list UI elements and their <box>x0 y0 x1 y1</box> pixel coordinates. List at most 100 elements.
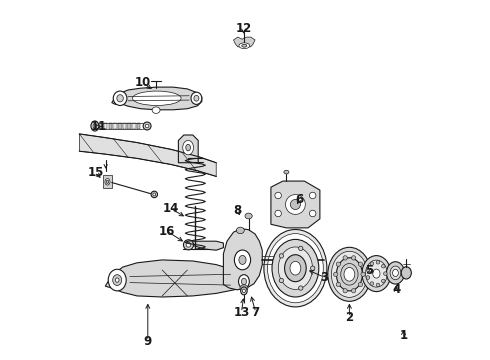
Ellipse shape <box>183 240 194 250</box>
Ellipse shape <box>370 262 374 265</box>
Ellipse shape <box>242 278 246 285</box>
Ellipse shape <box>275 192 281 199</box>
Ellipse shape <box>392 269 398 276</box>
Ellipse shape <box>93 123 97 129</box>
Polygon shape <box>118 123 122 129</box>
Ellipse shape <box>310 192 316 199</box>
Ellipse shape <box>279 278 284 283</box>
Ellipse shape <box>366 268 370 271</box>
Ellipse shape <box>290 261 301 275</box>
Ellipse shape <box>382 279 385 283</box>
Ellipse shape <box>285 255 306 282</box>
Ellipse shape <box>191 92 202 104</box>
Ellipse shape <box>245 213 252 219</box>
Ellipse shape <box>272 239 319 297</box>
Text: 14: 14 <box>163 202 179 215</box>
Ellipse shape <box>106 180 109 184</box>
Ellipse shape <box>328 247 371 301</box>
Ellipse shape <box>351 289 356 293</box>
Ellipse shape <box>366 276 370 279</box>
Polygon shape <box>132 123 136 129</box>
Ellipse shape <box>358 262 363 266</box>
Ellipse shape <box>310 210 316 217</box>
Ellipse shape <box>366 260 387 287</box>
Ellipse shape <box>390 266 401 280</box>
Ellipse shape <box>105 179 110 185</box>
Polygon shape <box>178 135 198 163</box>
Text: 13: 13 <box>233 306 249 319</box>
Ellipse shape <box>91 121 99 131</box>
Polygon shape <box>113 123 117 129</box>
Text: 1: 1 <box>399 329 408 342</box>
Ellipse shape <box>373 269 380 278</box>
Ellipse shape <box>234 250 250 270</box>
Ellipse shape <box>108 269 126 291</box>
Text: 16: 16 <box>159 225 175 238</box>
Polygon shape <box>112 87 202 110</box>
Ellipse shape <box>240 285 248 291</box>
Polygon shape <box>79 134 216 176</box>
Ellipse shape <box>343 256 347 260</box>
Ellipse shape <box>351 256 356 260</box>
Polygon shape <box>109 123 112 129</box>
Ellipse shape <box>362 256 391 292</box>
Polygon shape <box>122 123 126 129</box>
Ellipse shape <box>113 275 122 285</box>
Ellipse shape <box>236 227 245 234</box>
Ellipse shape <box>382 264 385 268</box>
Ellipse shape <box>291 199 300 210</box>
Ellipse shape <box>239 43 250 49</box>
Polygon shape <box>223 229 262 290</box>
Ellipse shape <box>337 258 363 291</box>
Ellipse shape <box>284 170 289 174</box>
Ellipse shape <box>243 289 245 293</box>
Ellipse shape <box>268 234 323 303</box>
Ellipse shape <box>387 262 404 284</box>
Polygon shape <box>104 123 107 129</box>
Polygon shape <box>127 123 131 129</box>
Ellipse shape <box>275 210 281 217</box>
Ellipse shape <box>334 272 338 276</box>
Ellipse shape <box>286 194 305 214</box>
Ellipse shape <box>361 272 365 276</box>
Ellipse shape <box>298 286 303 290</box>
Ellipse shape <box>343 289 347 293</box>
Ellipse shape <box>145 124 149 128</box>
Ellipse shape <box>132 91 181 105</box>
Ellipse shape <box>117 95 123 102</box>
Ellipse shape <box>279 254 284 258</box>
Ellipse shape <box>311 266 315 270</box>
Text: 3: 3 <box>320 271 328 284</box>
Ellipse shape <box>241 287 247 295</box>
Ellipse shape <box>186 243 191 247</box>
Ellipse shape <box>116 278 119 282</box>
Ellipse shape <box>370 282 374 285</box>
Ellipse shape <box>401 267 411 279</box>
Ellipse shape <box>242 44 247 47</box>
Polygon shape <box>233 37 255 47</box>
Ellipse shape <box>278 247 313 289</box>
Text: 11: 11 <box>90 120 107 133</box>
Ellipse shape <box>336 282 341 287</box>
Text: 10: 10 <box>134 76 150 89</box>
Text: 4: 4 <box>392 283 400 296</box>
Polygon shape <box>99 123 103 129</box>
Text: 15: 15 <box>87 166 104 179</box>
Ellipse shape <box>344 267 355 281</box>
Ellipse shape <box>376 283 380 287</box>
Text: 6: 6 <box>295 193 303 206</box>
Ellipse shape <box>143 122 151 130</box>
Ellipse shape <box>183 140 194 155</box>
Text: 12: 12 <box>235 22 252 35</box>
Ellipse shape <box>151 191 157 198</box>
Text: 9: 9 <box>144 335 152 348</box>
Text: 7: 7 <box>252 306 260 319</box>
Text: 8: 8 <box>233 204 241 217</box>
Ellipse shape <box>186 144 191 151</box>
Ellipse shape <box>153 193 156 196</box>
Polygon shape <box>103 175 112 188</box>
Text: 5: 5 <box>365 264 373 276</box>
Ellipse shape <box>336 262 341 266</box>
Ellipse shape <box>264 230 327 307</box>
Ellipse shape <box>152 107 160 113</box>
